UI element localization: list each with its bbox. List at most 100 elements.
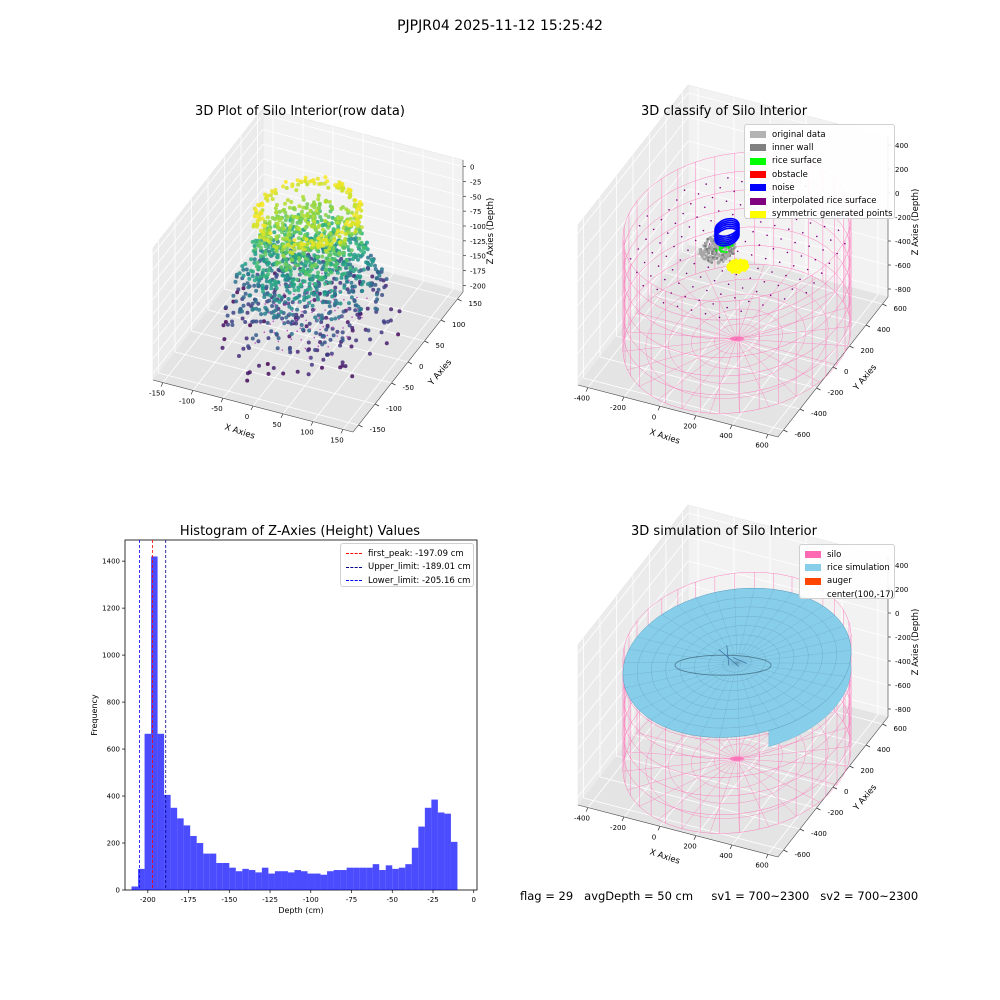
raw-point: [349, 289, 354, 293]
x-tick-label: 150: [330, 436, 343, 444]
x-tick-label: -100: [303, 896, 319, 904]
raw-point: [302, 294, 307, 299]
raw-grid-point: [329, 289, 331, 292]
raw-point: [267, 252, 272, 257]
raw-point: [240, 309, 244, 314]
interpolated-point: [757, 267, 759, 270]
interpolated-point: [788, 228, 790, 230]
y-tick: [358, 424, 363, 428]
grid-line: [665, 272, 867, 326]
raw-grid-point: [289, 284, 291, 287]
raw-point: [373, 267, 378, 272]
raw-point: [373, 306, 378, 311]
y-axis-label: Y Axies: [851, 782, 879, 813]
symmetric-point: [737, 262, 741, 266]
raw-point: [265, 262, 270, 267]
original-point: [720, 258, 724, 261]
raw-point: [338, 266, 343, 271]
raw-point: [274, 236, 279, 241]
raw-point: [272, 279, 277, 283]
raw-point: [360, 288, 365, 293]
interpolated-point: [696, 216, 698, 218]
raw-point: [283, 300, 288, 305]
raw-point: [320, 342, 325, 347]
interpolated-point: [698, 299, 700, 302]
histogram-bar: [437, 812, 445, 890]
raw-point: [359, 248, 364, 253]
raw-point: [358, 230, 363, 235]
raw-point: [348, 192, 353, 197]
raw-point: [282, 244, 287, 249]
raw-point: [354, 210, 359, 215]
silo-spoke: [736, 268, 793, 339]
raw-point: [344, 276, 349, 281]
raw-point: [329, 317, 334, 322]
interpolated-point: [682, 212, 684, 215]
raw-grid-point: [292, 321, 294, 324]
raw-point: [336, 229, 340, 234]
raw-point: [303, 256, 308, 261]
raw-point: [255, 214, 260, 219]
status-avg-depth: avgDepth = 50 cm: [584, 889, 694, 903]
interpolated-point: [741, 180, 743, 183]
y-tick-label: 400: [877, 326, 890, 334]
raw-grid-point: [268, 311, 271, 314]
raw-point: [274, 331, 279, 336]
histogram-bar: [385, 865, 393, 890]
raw-point: [306, 294, 311, 299]
silo-spoke: [736, 291, 835, 340]
rice-dip: [674, 654, 772, 676]
raw-point: [327, 311, 331, 316]
x-axis-line: [152, 379, 354, 433]
raw-point: [274, 298, 279, 303]
y-tick-label: 50: [436, 342, 445, 350]
interpolated-point: [774, 224, 776, 227]
raw-point: [327, 221, 331, 226]
x-tick-label: -175: [181, 896, 197, 904]
interpolated-point: [736, 250, 739, 253]
raw-point: [297, 227, 302, 232]
raw-point: [301, 194, 305, 199]
raw-point: [318, 240, 323, 245]
raw-point: [345, 287, 350, 292]
y-axis-line: [352, 291, 464, 433]
x-tick: [340, 429, 344, 434]
raw-point: [241, 273, 246, 278]
raw-point: [334, 277, 339, 282]
raw-point: [320, 223, 325, 228]
silo-center-mark: [730, 756, 744, 762]
raw-point: [288, 272, 293, 277]
raw-point: [268, 193, 273, 198]
raw-point: [284, 186, 289, 190]
raw-point: [280, 230, 284, 235]
raw-point: [325, 259, 330, 264]
raw-point: [286, 242, 290, 247]
z-tick-label: -800: [895, 706, 911, 714]
raw-point: [313, 315, 318, 320]
raw-grid-point: [312, 283, 314, 285]
raw-grid-point: [337, 307, 339, 309]
raw-point: [309, 224, 314, 229]
rice-mesh-spoke: [736, 589, 774, 663]
y-tick-label: -100: [386, 405, 402, 413]
interpolated-point: [735, 273, 738, 276]
raw-point: [352, 213, 357, 218]
y-tick-label: -200: [828, 809, 844, 817]
raw-point: [349, 295, 354, 300]
symmetric-point: [727, 265, 731, 269]
raw-grid-point: [320, 300, 322, 303]
z-tick-label: -25: [470, 178, 481, 186]
raw-point: [272, 244, 276, 249]
raw-grid-point: [290, 338, 293, 341]
original-point: [698, 252, 702, 255]
raw-point: [255, 218, 260, 223]
raw-point: [230, 323, 235, 327]
silo-spoke: [677, 281, 738, 339]
raw-point: [342, 242, 347, 247]
silo-spoke: [626, 751, 738, 760]
raw-point: [297, 256, 301, 260]
symmetric-point: [743, 260, 747, 264]
x-tick: [190, 390, 194, 395]
raw-point: [356, 253, 361, 258]
raw-point: [290, 220, 295, 225]
